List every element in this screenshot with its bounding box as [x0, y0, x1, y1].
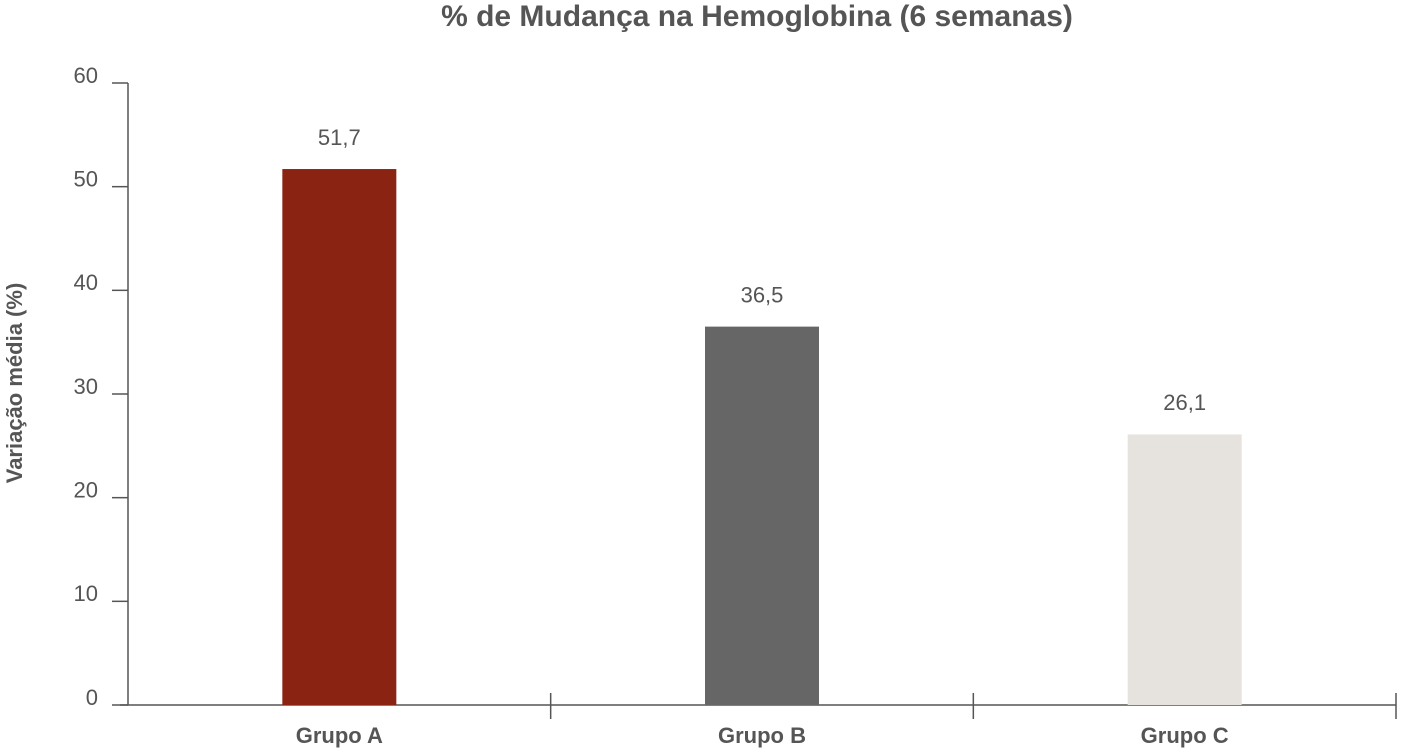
bar — [1127, 434, 1242, 705]
bar — [705, 326, 819, 705]
y-tick-label: 40 — [74, 270, 98, 295]
y-tick-label: 60 — [74, 63, 98, 88]
y-tick-label: 10 — [74, 581, 98, 606]
x-tick-label: Grupo C — [1141, 723, 1229, 748]
x-tick-label: Grupo A — [296, 723, 383, 748]
value-label: 26,1 — [1163, 390, 1206, 415]
value-label: 51,7 — [318, 125, 361, 150]
y-tick-label: 30 — [74, 374, 98, 399]
y-tick-label: 0 — [86, 685, 98, 710]
y-axis-label: Variação média (%) — [2, 283, 27, 484]
chart-title: % de Mudança na Hemoglobina (6 semanas) — [441, 0, 1073, 33]
value-label: 36,5 — [741, 282, 784, 307]
y-tick-label: 20 — [74, 477, 98, 502]
x-tick-label: Grupo B — [718, 723, 806, 748]
y-tick-label: 50 — [74, 166, 98, 191]
bar — [282, 169, 397, 705]
